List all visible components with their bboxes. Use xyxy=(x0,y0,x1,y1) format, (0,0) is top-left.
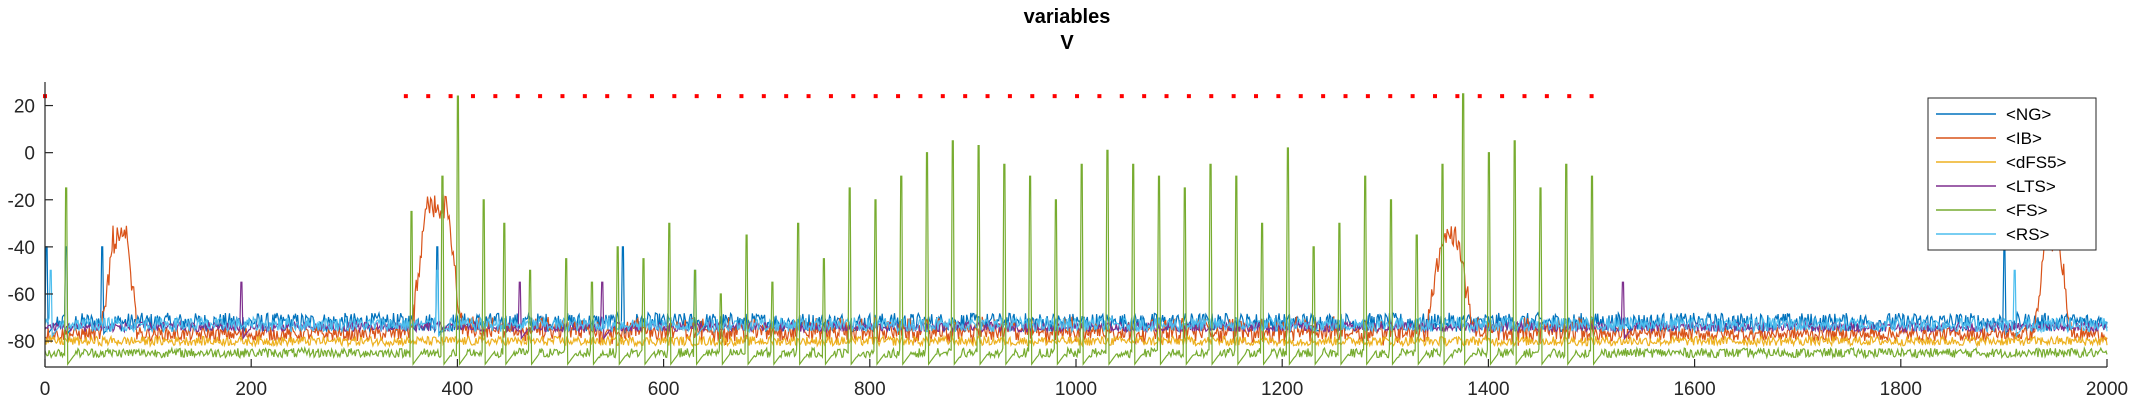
marker-point xyxy=(1164,94,1169,99)
x-tick-label: 800 xyxy=(854,379,886,400)
marker-point xyxy=(672,94,677,99)
marker-point xyxy=(1075,94,1080,99)
marker-point xyxy=(1254,94,1259,99)
x-tick-label: 2000 xyxy=(2086,379,2128,400)
x-tick-label: 200 xyxy=(235,379,267,400)
marker-point xyxy=(1007,94,1012,99)
marker-point xyxy=(649,94,654,99)
marker-point xyxy=(1030,94,1035,99)
x-tick-label: 1400 xyxy=(1467,379,1509,400)
marker-point xyxy=(873,94,878,99)
x-tick-label: 600 xyxy=(648,379,680,400)
marker-point xyxy=(1186,94,1191,99)
y-tick-label: -20 xyxy=(8,191,35,212)
marker-point xyxy=(1231,94,1236,99)
marker-point xyxy=(1589,94,1594,99)
chart-title: variables xyxy=(1024,6,1111,28)
marker-point xyxy=(538,94,543,99)
legend-label: <IB> xyxy=(2006,129,2042,148)
marker-point xyxy=(515,94,520,99)
marker-point xyxy=(1388,94,1393,99)
marker-point xyxy=(1500,94,1505,99)
legend-label: <LTS> xyxy=(2006,177,2056,196)
marker-point xyxy=(784,94,789,99)
marker-point xyxy=(896,94,901,99)
marker-point xyxy=(1276,94,1281,99)
y-tick-label: 20 xyxy=(14,97,35,118)
legend-label: <NG> xyxy=(2006,105,2051,124)
marker-point xyxy=(448,94,453,99)
marker-point xyxy=(403,94,408,99)
plot-lines xyxy=(44,93,2108,367)
marker-point xyxy=(493,94,498,99)
marker-point xyxy=(1298,94,1303,99)
series-line-dfs5 xyxy=(44,334,2108,348)
legend: <NG> <IB> <dFS5> <LTS> <FS> <RS> xyxy=(1927,97,2097,251)
marker-point xyxy=(1343,94,1348,99)
marker-point xyxy=(1142,94,1147,99)
x-tick-label: 1200 xyxy=(1261,379,1303,400)
x-tick-label: 1600 xyxy=(1673,379,1715,400)
marker-point xyxy=(470,94,475,99)
x-tick-label: 0 xyxy=(40,379,51,400)
red-markers xyxy=(43,94,1594,99)
marker-point xyxy=(1052,94,1057,99)
marker-point xyxy=(1119,94,1124,99)
marker-point xyxy=(828,94,833,99)
series-line-rs xyxy=(44,269,2108,338)
legend-label: <FS> xyxy=(2006,201,2048,220)
y-tick-label: -40 xyxy=(8,238,35,259)
marker-point xyxy=(761,94,766,99)
marker-point xyxy=(1455,94,1460,99)
marker-point xyxy=(627,94,632,99)
marker-point xyxy=(560,94,565,99)
marker-point xyxy=(426,94,431,99)
chart-subtitle: V xyxy=(1060,32,1074,54)
marker-point xyxy=(1544,94,1549,99)
marker-point xyxy=(717,94,722,99)
legend-label: <RS> xyxy=(2006,225,2050,244)
marker-point xyxy=(605,94,610,99)
marker-point xyxy=(1432,94,1437,99)
marker-point xyxy=(918,94,923,99)
marker-point xyxy=(1522,94,1527,99)
marker-point xyxy=(1410,94,1415,99)
x-tick-label: 400 xyxy=(442,379,474,400)
marker-point xyxy=(739,94,744,99)
marker-point xyxy=(851,94,856,99)
x-axis-ticks: 0 200 400 600 800 1000 1200 1400 1600 1800 2000 xyxy=(40,359,2128,400)
y-tick-label: 0 xyxy=(24,144,35,165)
marker-point xyxy=(1097,94,1102,99)
marker-point xyxy=(694,94,699,99)
legend-label: <dFS5> xyxy=(2006,153,2067,172)
legend-box xyxy=(1927,97,2097,251)
marker-point xyxy=(1567,94,1572,99)
x-tick-label: 1000 xyxy=(1055,379,1097,400)
marker-point xyxy=(1477,94,1482,99)
y-tick-label: -80 xyxy=(8,332,35,353)
y-axis-ticks: -80 -60 -40 -20 0 20 xyxy=(8,97,53,353)
x-tick-label: 1800 xyxy=(1880,379,1922,400)
marker-point xyxy=(1321,94,1326,99)
marker-point xyxy=(1365,94,1370,99)
marker-point xyxy=(963,94,968,99)
marker-point xyxy=(582,94,587,99)
series-line-fs xyxy=(44,93,2108,367)
y-tick-label: -60 xyxy=(8,285,35,306)
marker-point xyxy=(985,94,990,99)
marker-point xyxy=(1209,94,1214,99)
marker-point xyxy=(806,94,811,99)
marker-point xyxy=(940,94,945,99)
